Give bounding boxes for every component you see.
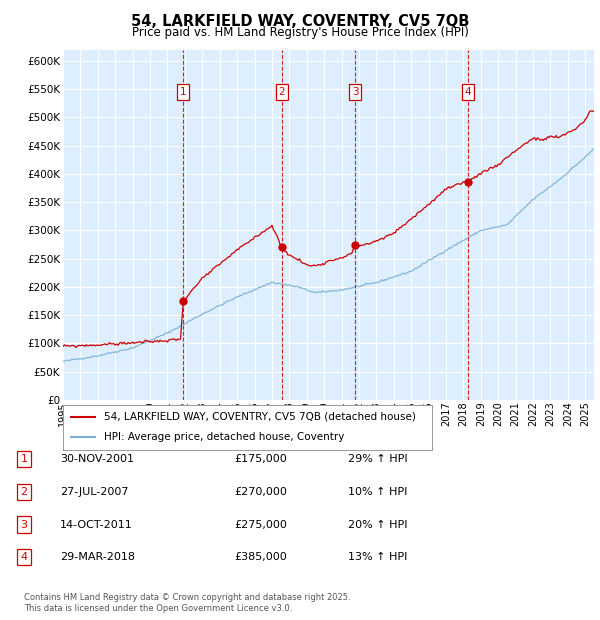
Text: 29% ↑ HPI: 29% ↑ HPI — [348, 454, 407, 464]
Text: £385,000: £385,000 — [234, 552, 287, 562]
Text: 54, LARKFIELD WAY, COVENTRY, CV5 7QB (detached house): 54, LARKFIELD WAY, COVENTRY, CV5 7QB (de… — [104, 412, 415, 422]
Text: HPI: Average price, detached house, Coventry: HPI: Average price, detached house, Cove… — [104, 432, 344, 443]
Text: £175,000: £175,000 — [234, 454, 287, 464]
Text: 3: 3 — [20, 520, 28, 529]
Text: 54, LARKFIELD WAY, COVENTRY, CV5 7QB: 54, LARKFIELD WAY, COVENTRY, CV5 7QB — [131, 14, 469, 29]
Text: 20% ↑ HPI: 20% ↑ HPI — [348, 520, 407, 529]
Text: 13% ↑ HPI: 13% ↑ HPI — [348, 552, 407, 562]
Text: £275,000: £275,000 — [234, 520, 287, 529]
Text: 3: 3 — [352, 87, 359, 97]
Text: 27-JUL-2007: 27-JUL-2007 — [60, 487, 128, 497]
Text: 1: 1 — [180, 87, 187, 97]
Text: 2: 2 — [278, 87, 285, 97]
Text: 10% ↑ HPI: 10% ↑ HPI — [348, 487, 407, 497]
Text: 2: 2 — [20, 487, 28, 497]
Text: 29-MAR-2018: 29-MAR-2018 — [60, 552, 135, 562]
Text: Contains HM Land Registry data © Crown copyright and database right 2025.
This d: Contains HM Land Registry data © Crown c… — [24, 593, 350, 613]
Text: 4: 4 — [20, 552, 28, 562]
Text: 4: 4 — [464, 87, 471, 97]
Text: Price paid vs. HM Land Registry's House Price Index (HPI): Price paid vs. HM Land Registry's House … — [131, 26, 469, 39]
Text: 14-OCT-2011: 14-OCT-2011 — [60, 520, 133, 529]
Text: £270,000: £270,000 — [234, 487, 287, 497]
Text: 30-NOV-2001: 30-NOV-2001 — [60, 454, 134, 464]
Text: 1: 1 — [20, 454, 28, 464]
